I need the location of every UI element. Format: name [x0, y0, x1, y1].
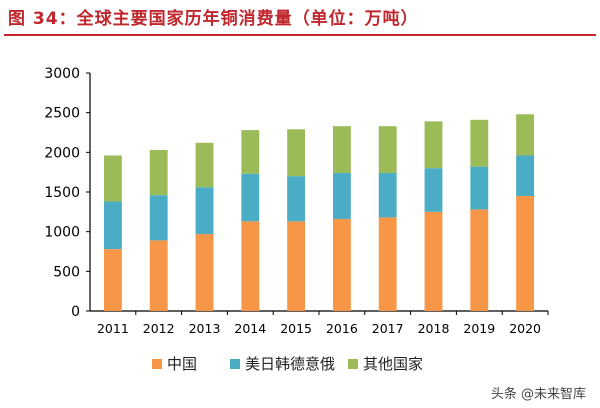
- y-tick-label: 1500: [44, 185, 80, 201]
- legend-label: 其他国家: [363, 355, 423, 373]
- y-tick-label: 2000: [44, 145, 80, 161]
- bar-segment: [378, 126, 397, 173]
- bar-segment: [424, 121, 443, 169]
- bar-segment: [470, 209, 489, 311]
- x-tick-label: 2019: [463, 321, 495, 336]
- y-tick-label: 1000: [44, 225, 80, 241]
- bar-segment: [195, 187, 214, 235]
- bar-segment: [195, 234, 214, 311]
- bar-segment: [378, 217, 397, 311]
- bar-segment: [424, 211, 443, 311]
- bar-segment: [241, 173, 260, 222]
- bar-segment: [332, 172, 351, 219]
- bar-segment: [516, 114, 535, 156]
- y-tick-label: 500: [53, 264, 80, 280]
- chart-title: 图 34：全球主要国家历年铜消费量（单位：万吨）: [8, 9, 419, 29]
- bar-segment: [332, 126, 351, 173]
- bar-segment: [470, 166, 489, 210]
- x-tick-label: 2011: [97, 321, 129, 336]
- title-rule: [4, 34, 596, 36]
- bar-segment: [516, 155, 535, 196]
- x-tick-label: 2020: [509, 321, 541, 336]
- bar-segment: [287, 129, 306, 177]
- legend-swatch: [152, 359, 162, 369]
- x-tick-label: 2017: [372, 321, 404, 336]
- bar-segment: [378, 172, 397, 218]
- bar-segment: [103, 249, 122, 311]
- x-tick-label: 2016: [326, 321, 358, 336]
- bar-segment: [195, 142, 214, 188]
- bar-segment: [424, 168, 443, 212]
- bar-segment: [470, 119, 489, 167]
- bar-segment: [149, 240, 168, 311]
- bar-segment: [241, 130, 260, 174]
- legend-label: 美日韩德意俄: [245, 355, 335, 373]
- y-tick-label: 3000: [44, 66, 80, 82]
- x-tick-label: 2014: [234, 321, 266, 336]
- y-tick-label: 2500: [44, 106, 80, 122]
- watermark: 头条 @未来智库: [490, 387, 586, 402]
- y-tick-label: 0: [71, 304, 80, 320]
- x-tick-label: 2018: [418, 321, 450, 336]
- x-tick-label: 2013: [189, 321, 221, 336]
- bar-segment: [103, 155, 122, 202]
- bar-segment: [149, 195, 168, 241]
- bar-segment: [287, 221, 306, 311]
- legend-label: 中国: [167, 355, 197, 373]
- bar-segment: [516, 195, 535, 311]
- bar-segment: [149, 149, 168, 196]
- legend-swatch: [230, 359, 240, 369]
- bar-segment: [287, 176, 306, 222]
- bar-segment: [103, 201, 122, 250]
- bar-segment: [241, 221, 260, 311]
- x-tick-label: 2012: [143, 321, 175, 336]
- legend-swatch: [348, 359, 358, 369]
- x-tick-label: 2015: [280, 321, 312, 336]
- bar-segment: [332, 218, 351, 311]
